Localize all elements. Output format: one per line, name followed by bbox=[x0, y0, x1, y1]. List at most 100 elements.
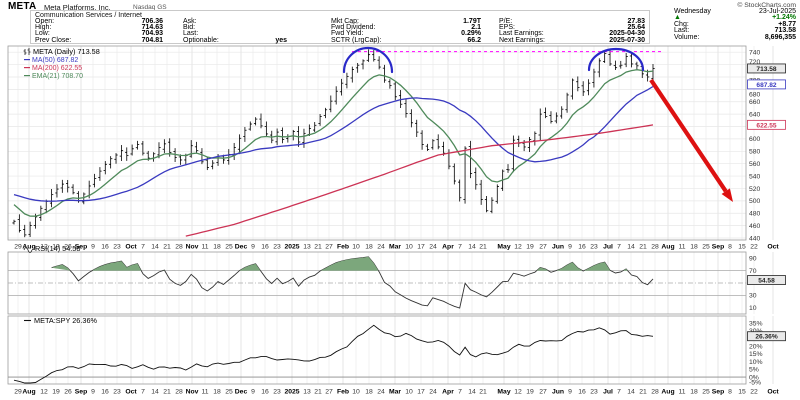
rsi-axis-label: 70 bbox=[749, 268, 757, 275]
x-tick-label: 13 bbox=[303, 389, 311, 396]
x-tick-label: 12 bbox=[40, 244, 48, 251]
ratio-axis-label: 15% bbox=[749, 351, 763, 358]
x-tick-label: Feb bbox=[337, 389, 349, 396]
x-tick-label: 14 bbox=[151, 389, 159, 396]
x-tick-label: 28 bbox=[651, 244, 659, 251]
quote-col-earnings: P/E: 27.83 EPS: 25.64 Last Earnings: 2025-0… bbox=[499, 18, 645, 44]
x-tick-label: 21 bbox=[314, 389, 322, 396]
price-axis-label: 740 bbox=[749, 49, 761, 56]
ratio-axis-label: 35% bbox=[749, 320, 763, 327]
x-tick-label: 25 bbox=[225, 389, 233, 396]
price-axis-label: 680 bbox=[749, 92, 761, 99]
field-value: 714.63 bbox=[141, 24, 163, 32]
ratio-legend: META:SPY 26.36% bbox=[34, 316, 98, 325]
ticker-symbol: META bbox=[8, 1, 37, 12]
x-tick-label: 16 bbox=[101, 244, 109, 251]
x-tick-label: 10 bbox=[405, 244, 413, 251]
field-value: 704.81 bbox=[141, 36, 163, 44]
chg-label: Chg: bbox=[674, 20, 689, 28]
quote-row: Ask: bbox=[183, 18, 287, 25]
ratio-axis-label: 10% bbox=[749, 359, 763, 366]
x-tick-label: Aug bbox=[22, 389, 35, 396]
quote-col-fundamentals: Mkt Cap: 1.79T Fwd Dividend: 2.1 Fwd Yield… bbox=[331, 18, 481, 44]
x-tick-label: 26 bbox=[64, 389, 72, 396]
volume-label: Volume: bbox=[674, 33, 700, 41]
x-tick-label: 15 bbox=[738, 244, 746, 251]
field-label: Last: bbox=[183, 30, 199, 38]
rsi-axis-label: 90 bbox=[749, 256, 757, 263]
x-tick-label: 24 bbox=[429, 244, 437, 251]
x-tick-label: 28 bbox=[175, 244, 183, 251]
x-tick-label: 7 bbox=[141, 389, 145, 396]
price-axis-label: 480 bbox=[749, 211, 761, 218]
x-tick-label: 12 bbox=[40, 389, 48, 396]
x-tick-label: 8 bbox=[728, 389, 732, 396]
price-axis-label: 560 bbox=[749, 161, 761, 168]
x-tick-label: Aug bbox=[661, 244, 674, 251]
field-label: Prev Close: bbox=[35, 36, 72, 44]
x-tick-label: 25 bbox=[225, 244, 233, 251]
x-tick-label: 23 bbox=[590, 389, 598, 396]
ratio-axis-box: 26.36% bbox=[747, 331, 786, 342]
field-value: 2025-04-30 bbox=[609, 30, 645, 38]
stockcharts-watermark: © StockCharts.com bbox=[737, 2, 796, 9]
x-tick-label: 10 bbox=[352, 389, 360, 396]
x-tick-label: 18 bbox=[690, 389, 698, 396]
field-value: 706.36 bbox=[141, 18, 163, 25]
x-tick-label: 16 bbox=[261, 244, 269, 251]
x-tick-label: 21 bbox=[163, 244, 171, 251]
last-price-axis-box-text: 713.58 bbox=[756, 66, 777, 73]
quote-row: Fwd Yield: 0.29% bbox=[331, 30, 481, 37]
quote-row: High: 714.63 bbox=[35, 24, 163, 32]
change-pct: +1.24% bbox=[772, 14, 796, 22]
main-legend-title: META (Daily) 713.58 bbox=[33, 47, 100, 56]
rsi-axis-box: 54.58 bbox=[747, 275, 786, 285]
field-label: Next Earnings: bbox=[499, 36, 545, 44]
double-top-arc bbox=[587, 47, 645, 72]
x-tick-label: 11 bbox=[201, 389, 208, 396]
x-tick-label: 9 bbox=[251, 389, 255, 396]
x-tick-label: 17 bbox=[417, 389, 425, 396]
x-tick-label: 18 bbox=[365, 389, 373, 396]
field-label: Fwd Dividend: bbox=[331, 24, 376, 32]
ma50-axis-box: 687.82 bbox=[747, 79, 786, 90]
x-tick-label: 2025 bbox=[284, 244, 299, 251]
x-tick-label: 19 bbox=[52, 244, 60, 251]
x-tick-label: 16 bbox=[261, 389, 269, 396]
quote-col-prices: Open: 706.36 High: 714.63 Low: 704.93 Prev … bbox=[35, 18, 163, 44]
x-tick-label: Oct bbox=[767, 244, 779, 251]
x-tick-label: 21 bbox=[479, 389, 487, 396]
x-tick-label: 9 bbox=[251, 244, 255, 251]
last-price-axis-box: 713.58 bbox=[747, 63, 786, 74]
price-axis-label: 660 bbox=[749, 99, 761, 106]
x-tick-label: 26 bbox=[64, 244, 72, 251]
rsi-axis-label: 10 bbox=[749, 305, 757, 312]
x-tick-label: 7 bbox=[458, 244, 462, 251]
ma200-legend: MA(200) 622.55 bbox=[32, 65, 82, 72]
x-tick-label: 12 bbox=[514, 389, 522, 396]
price-axis-label: 720 bbox=[749, 59, 761, 66]
volume-row: Volume: 8,696,355 bbox=[674, 33, 796, 41]
x-tick-label: Apr bbox=[442, 389, 454, 396]
x-tick-label: 29 bbox=[14, 389, 22, 396]
weekday: Wednesday bbox=[674, 8, 711, 15]
change-pct-row: ▲ +1.24% bbox=[674, 14, 796, 22]
quote-header: META Meta Platforms, Inc. Nasdaq GS © St… bbox=[0, 0, 800, 46]
price-axis-label: 580 bbox=[749, 149, 761, 156]
x-tick-label: 18 bbox=[690, 244, 698, 251]
quote-row: Last Earnings: 2025-04-30 bbox=[499, 30, 645, 38]
rsi-overbought-fill bbox=[51, 256, 628, 271]
x-tick-label: 14 bbox=[468, 244, 476, 251]
x-tick-label: Sep bbox=[75, 244, 87, 251]
price-axis-label: 440 bbox=[749, 235, 761, 242]
double-top-arc bbox=[342, 46, 394, 74]
last-value: 713.58 bbox=[774, 27, 796, 35]
quote-row: Fwd Dividend: 2.1 bbox=[331, 24, 481, 32]
x-tick-label: Feb bbox=[337, 244, 349, 251]
field-value: 66.2 bbox=[467, 36, 481, 44]
x-tick-label: 7 bbox=[617, 389, 621, 396]
exchange-name: Nasdaq GS bbox=[133, 4, 167, 11]
x-tick-label: 16 bbox=[578, 244, 586, 251]
x-tick-label: 17 bbox=[417, 244, 425, 251]
